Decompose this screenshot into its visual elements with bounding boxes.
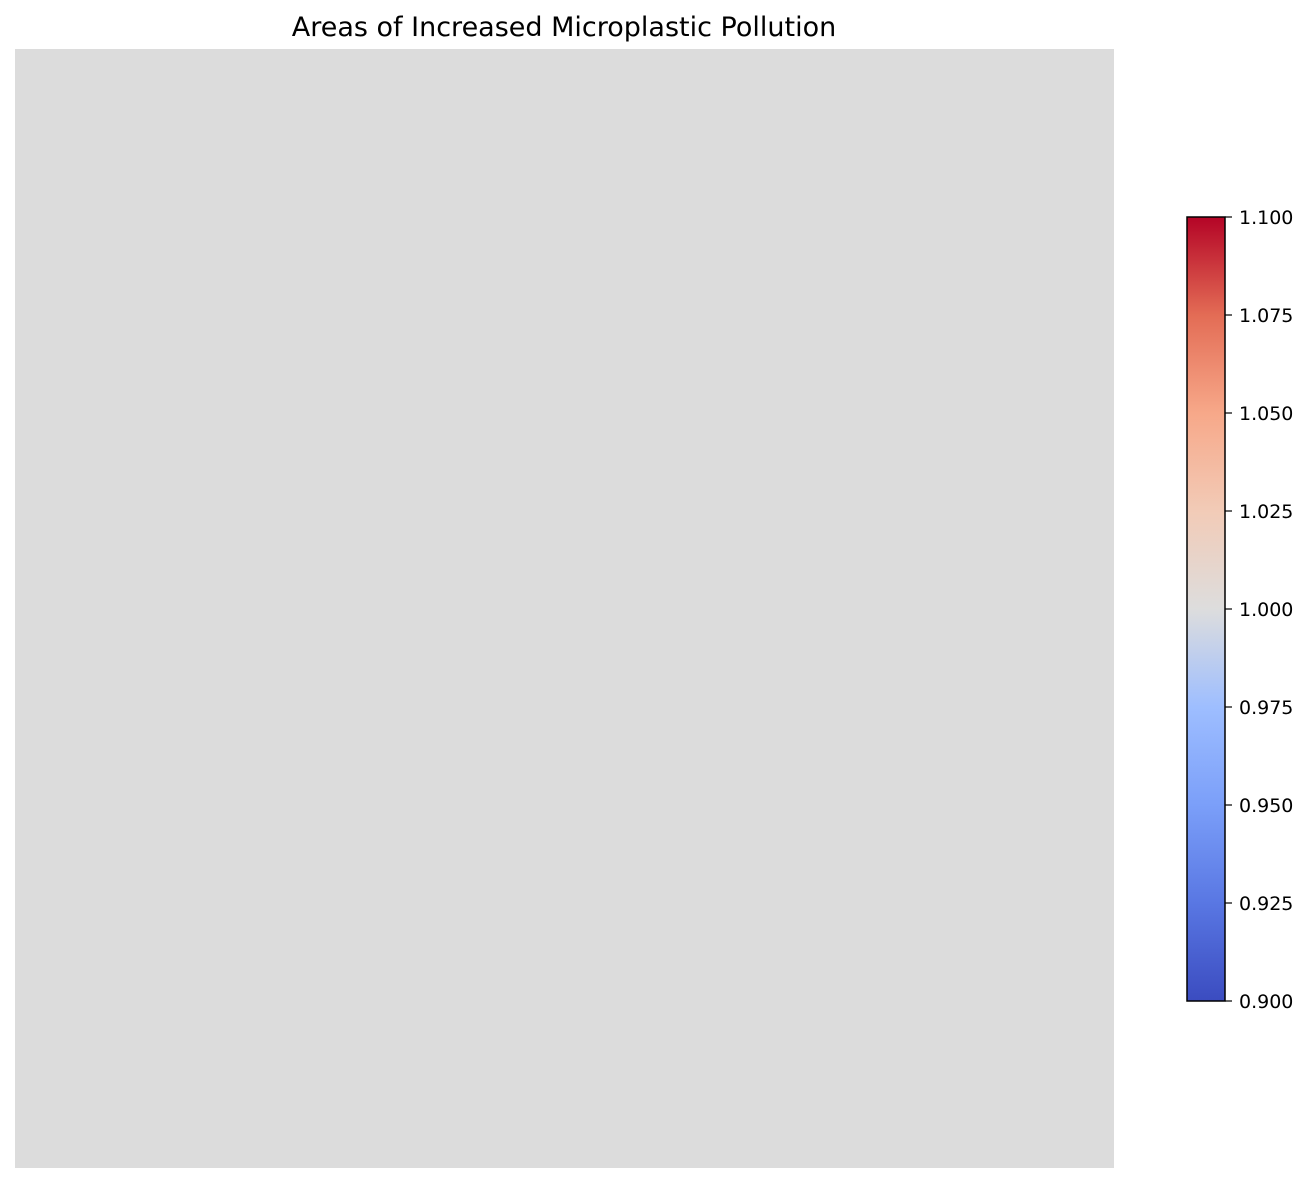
- colorbar-tick-label: 0.925: [1239, 893, 1293, 915]
- colorbar-tick-label: 1.100: [1239, 207, 1293, 229]
- colorbar-tick-label: 1.025: [1239, 501, 1293, 523]
- colorbar-tick-label: 0.950: [1239, 795, 1293, 817]
- colorbar-ticks: 0.900 0.925 0.950 0.975 1.000 1.025 1.050 1.075…: [1225, 207, 1293, 1013]
- colorbar-tick-label: 1.000: [1239, 599, 1293, 621]
- heatmap-area: [15, 49, 1114, 1168]
- heatmap-cell: [15, 49, 1114, 1168]
- colorbar: 0.900 0.925 0.950 0.975 1.000 1.025 1.050 1.075…: [1186, 207, 1293, 1013]
- colorbar-tick-label: 1.050: [1239, 403, 1293, 425]
- colorbar-tick-label: 0.900: [1239, 991, 1293, 1013]
- colorbar-tick-label: 0.975: [1239, 697, 1293, 719]
- colorbar-gradient: [1186, 216, 1226, 1002]
- chart-title: Areas of Increased Microplastic Pollutio…: [292, 12, 836, 43]
- colorbar-tick-label: 1.075: [1239, 305, 1293, 327]
